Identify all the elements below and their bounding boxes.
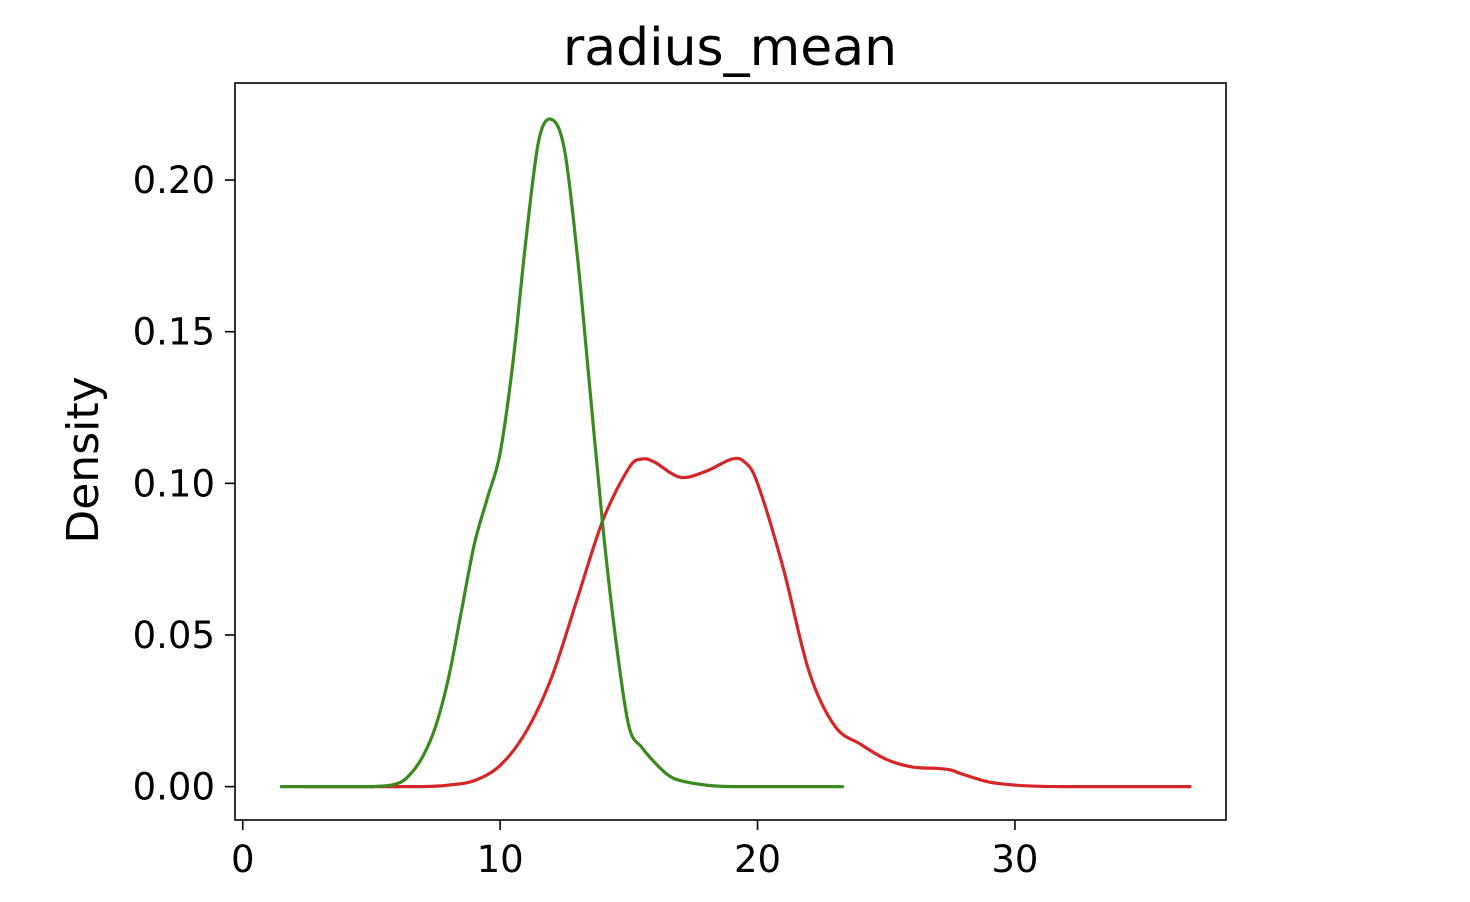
x-tick-label: 10 — [477, 838, 524, 881]
x-tick-label: 0 — [231, 838, 255, 881]
y-axis: 0.00 0.05 0.10 0.15 0.20 — [133, 159, 235, 809]
plot-frame — [234, 82, 1227, 821]
y-tick-label: 0.05 — [133, 614, 215, 657]
x-tick-label: 30 — [991, 838, 1038, 881]
x-axis: 0 10 20 30 — [231, 820, 1038, 881]
y-tick-label: 0.00 — [133, 766, 215, 809]
density-line-2 — [279, 117, 845, 789]
x-tick-label: 20 — [734, 838, 781, 881]
y-tick-label: 0.10 — [133, 462, 215, 505]
chart-title: radius_mean — [563, 18, 897, 78]
density-line-1 — [302, 456, 1192, 789]
y-tick-label: 0.15 — [133, 311, 215, 354]
y-axis-label: Density — [58, 376, 109, 543]
series-layer — [279, 117, 1192, 789]
y-tick-label: 0.20 — [133, 159, 215, 202]
